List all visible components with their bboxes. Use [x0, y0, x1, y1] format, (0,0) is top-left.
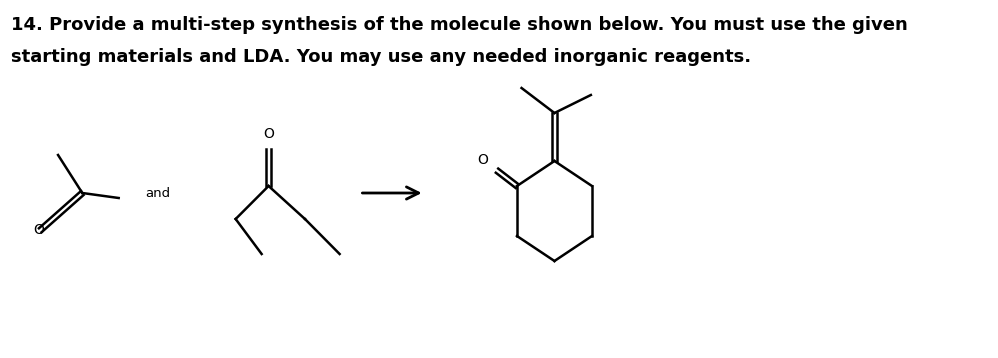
Text: O: O [34, 223, 45, 237]
Text: O: O [478, 153, 489, 167]
Text: 14. Provide a multi-step synthesis of the molecule shown below. You must use the: 14. Provide a multi-step synthesis of th… [11, 16, 908, 34]
Text: and: and [145, 187, 171, 199]
Text: O: O [263, 127, 274, 141]
Text: starting materials and LDA. You may use any needed inorganic reagents.: starting materials and LDA. You may use … [11, 48, 751, 66]
